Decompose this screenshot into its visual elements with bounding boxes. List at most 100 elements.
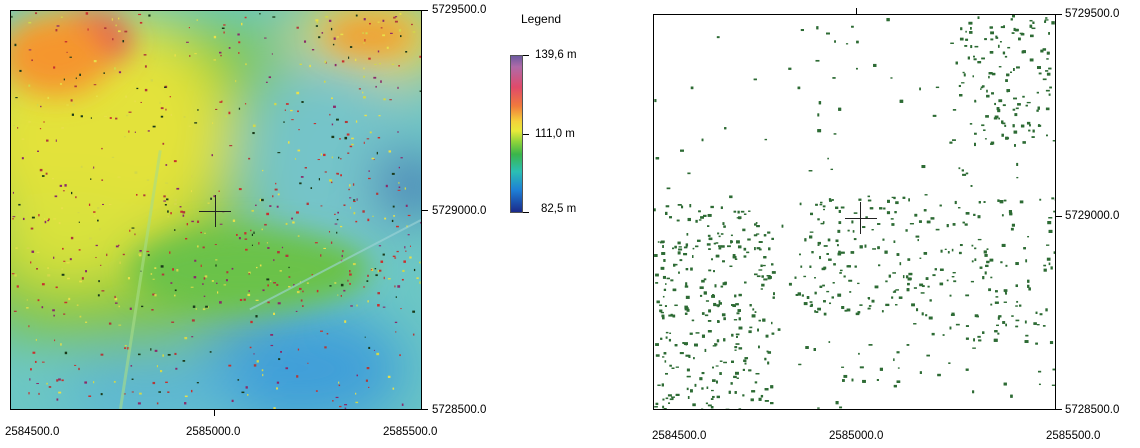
surface-point [84, 381, 87, 383]
vegetation-point [664, 289, 666, 291]
surface-point [273, 407, 275, 409]
vegetation-point [1004, 200, 1006, 202]
surface-point [161, 107, 164, 109]
surface-point [235, 80, 236, 82]
surface-point [307, 203, 309, 205]
surface-point [203, 308, 205, 310]
vegetation-point [975, 46, 979, 47]
surface-point [118, 325, 121, 326]
surface-point [219, 52, 221, 54]
surface-point [363, 76, 364, 78]
surface-point [214, 36, 216, 38]
surface-point [15, 247, 17, 248]
vegetation-point [951, 313, 954, 315]
vegetation-point [754, 247, 756, 250]
vegetation-point [772, 271, 776, 273]
vegetation-point [990, 51, 993, 54]
surface-point [333, 106, 336, 108]
vegetation-point [664, 352, 667, 354]
surface-point [154, 58, 155, 60]
vegetation-point [1047, 258, 1051, 261]
surface-point [331, 136, 334, 138]
surface-point [272, 195, 273, 197]
vegetation-point [1005, 292, 1007, 294]
vegetation-point [940, 269, 944, 271]
surface-point [364, 18, 366, 20]
vegetation-point [833, 282, 835, 283]
surface-point [118, 306, 120, 308]
vegetation-point [788, 68, 791, 70]
surface-point [180, 206, 182, 207]
surface-point [93, 211, 95, 212]
surface-point [157, 365, 158, 367]
surface-point [67, 278, 70, 279]
surface-point [264, 224, 267, 226]
vegetation-point [987, 248, 989, 250]
vegetation-point [945, 249, 947, 250]
surface-point [337, 212, 339, 214]
vegetation-point [1046, 135, 1048, 137]
vegetation-point [828, 239, 830, 242]
vegetation-point [950, 327, 952, 330]
vegetation-point [995, 37, 998, 39]
vegetation-point [1032, 28, 1036, 29]
vegetation-point [903, 197, 906, 199]
surface-point [28, 392, 29, 394]
surface-point [336, 119, 339, 121]
vegetation-point [875, 286, 879, 289]
vegetation-point [1028, 287, 1030, 290]
vegetation-point [1038, 371, 1041, 373]
surface-point [158, 391, 161, 392]
surface-point [97, 220, 99, 222]
vegetation-point [976, 316, 979, 318]
vegetation-point [988, 76, 990, 78]
surface-point [350, 207, 351, 209]
vegetation-point [1018, 38, 1021, 41]
surface-point [248, 158, 250, 160]
surface-point [374, 350, 375, 351]
surface-point [215, 264, 216, 266]
surface-point [286, 223, 288, 225]
surface-point [366, 280, 368, 282]
surface-point [74, 365, 76, 366]
vegetation-point [839, 210, 841, 213]
center-crosshair [845, 218, 877, 219]
surface-point [208, 203, 210, 204]
vegetation-point [708, 309, 711, 312]
surface-point [160, 102, 161, 104]
surface-point [139, 393, 142, 395]
vegetation-point [919, 258, 921, 259]
vegetation-point [722, 313, 725, 316]
vegetation-point [819, 101, 821, 104]
surface-point [342, 250, 343, 252]
surface-point [273, 313, 275, 315]
surface-point [53, 315, 54, 317]
surface-point [316, 25, 318, 27]
surface-point [367, 219, 369, 221]
vegetation-point [1037, 324, 1040, 325]
vegetation-point [921, 165, 925, 168]
surface-point [28, 325, 29, 327]
vegetation-point [742, 394, 744, 396]
vegetation-point [695, 384, 697, 387]
vegetation-point [1016, 177, 1018, 178]
vegetation-point [835, 207, 838, 209]
surface-point [378, 137, 380, 138]
surface-point [136, 194, 137, 196]
surface-point [271, 345, 274, 346]
surface-point [394, 285, 395, 287]
vegetation-point [767, 362, 769, 365]
vegetation-point [917, 239, 918, 241]
vegetation-point [798, 87, 801, 89]
vegetation-point [759, 249, 762, 251]
vegetation-point [978, 239, 981, 240]
vegetation-point [893, 197, 895, 199]
vegetation-point [960, 38, 964, 41]
surface-point [232, 400, 234, 402]
vegetation-point [761, 395, 763, 397]
vegetation-point [819, 256, 821, 259]
vegetation-point [990, 26, 993, 28]
vegetation-point [823, 300, 826, 302]
surface-point [409, 256, 411, 258]
surface-point [379, 63, 381, 64]
